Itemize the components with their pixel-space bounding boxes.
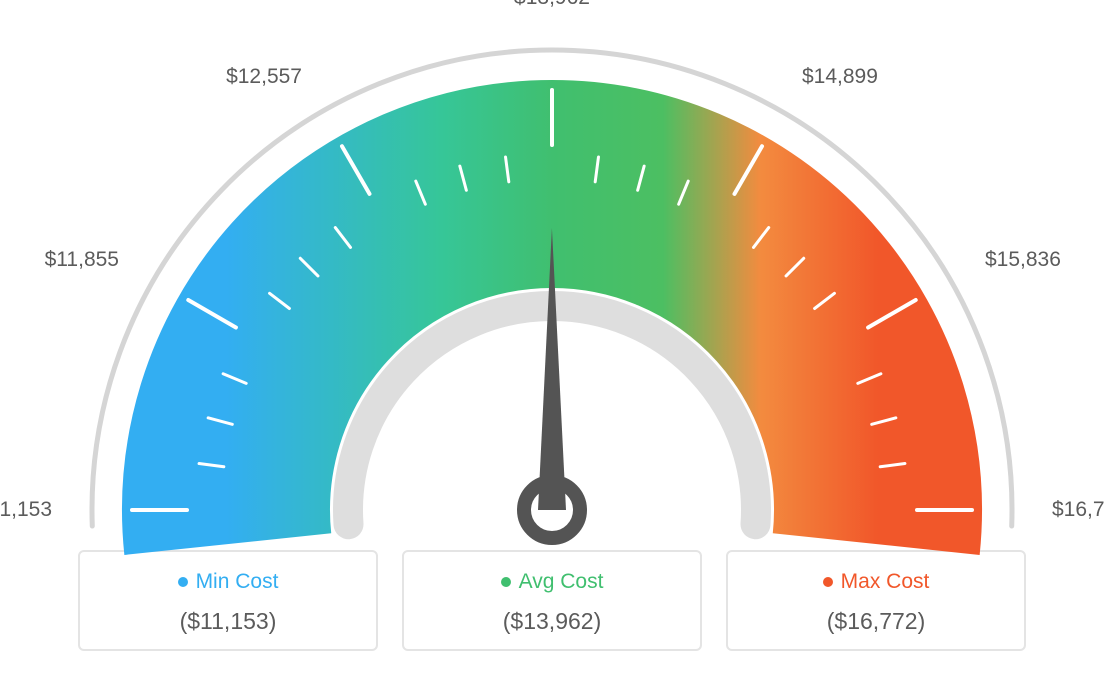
legend-label: Max Cost (841, 570, 930, 593)
gauge-tick-label: $11,153 (0, 498, 52, 522)
legend-title-min: Min Cost (90, 570, 366, 594)
legend-label: Avg Cost (519, 570, 604, 593)
legend-title-max: Max Cost (738, 570, 1014, 594)
gauge-tick-label: $16,772 (1052, 498, 1104, 522)
cost-gauge: $11,153$11,855$12,557$13,962$14,899$15,8… (20, 20, 1084, 560)
gauge-tick-label: $14,899 (802, 65, 878, 89)
legend-card-max: Max Cost ($16,772) (726, 550, 1026, 651)
legend-card-avg: Avg Cost ($13,962) (402, 550, 702, 651)
bullet-icon (178, 577, 188, 587)
legend-title-avg: Avg Cost (414, 570, 690, 594)
legend-value-max: ($16,772) (738, 608, 1014, 635)
bullet-icon (501, 577, 511, 587)
gauge-tick-label: $11,855 (45, 248, 119, 272)
gauge-tick-label: $15,836 (985, 248, 1061, 272)
legend-value-avg: ($13,962) (414, 608, 690, 635)
legend-card-min: Min Cost ($11,153) (78, 550, 378, 651)
gauge-svg (20, 20, 1084, 560)
legend-value-min: ($11,153) (90, 608, 366, 635)
legend-label: Min Cost (196, 570, 279, 593)
gauge-tick-label: $13,962 (514, 0, 590, 10)
bullet-icon (823, 577, 833, 587)
legend-row: Min Cost ($11,153) Avg Cost ($13,962) Ma… (78, 550, 1026, 651)
gauge-tick-label: $12,557 (226, 65, 302, 89)
